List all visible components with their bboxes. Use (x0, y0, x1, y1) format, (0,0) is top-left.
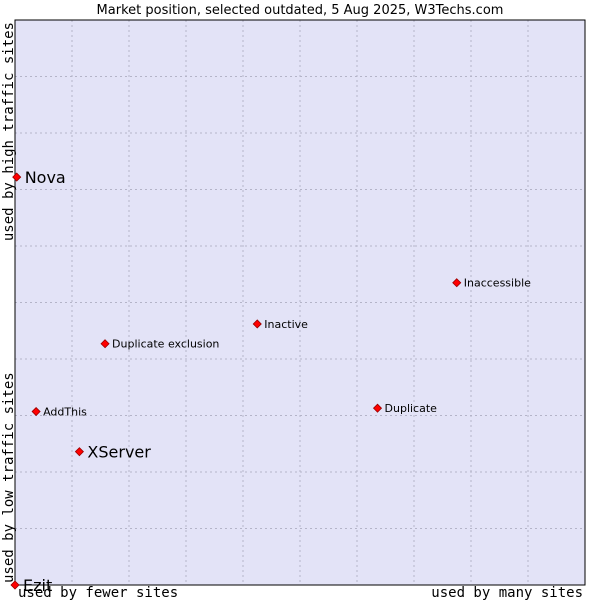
plot-border (14, 19, 586, 586)
point-label-duplicate-exclusion: Duplicate exclusion (112, 338, 219, 351)
point-label-nova: Nova (25, 168, 66, 187)
point-marker-duplicate (372, 403, 383, 413)
point-marker-duplicate-exclusion (100, 339, 110, 349)
point-marker-xserver (74, 447, 84, 457)
point-marker-addthis (31, 406, 41, 417)
point-label-inaccessible: Inaccessible (464, 277, 531, 290)
point-label-duplicate: Duplicate (385, 402, 438, 415)
point-marker-inaccessible (452, 278, 462, 288)
x-axis-label-right: used by many sites (431, 585, 583, 600)
data-points: Nova Inaccessible Inactive Duplicate exclus… (10, 168, 531, 595)
y-axis-label-top: used by high traffic sites (1, 22, 17, 241)
point-marker-ezit (10, 580, 20, 590)
point-marker-inactive (252, 319, 262, 329)
point-label-inactive: Inactive (264, 318, 308, 331)
x-axis-label-left: used by fewer sites (18, 585, 178, 600)
point-marker-nova (12, 172, 22, 182)
grid-lines (15, 20, 585, 585)
point-label-addthis: AddThis (43, 406, 87, 419)
point-label-xserver: XServer (87, 443, 151, 462)
chart-title: Market position, selected outdated, 5 Au… (97, 3, 504, 18)
point-label-ezit: Ezit (23, 576, 52, 595)
y-axis-label-bottom: used by low traffic sites (1, 372, 17, 583)
